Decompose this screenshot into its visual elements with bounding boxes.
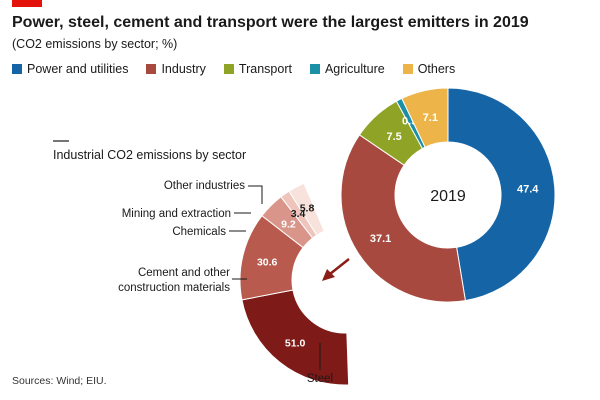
industry-value-label: 9.2 xyxy=(281,218,296,230)
legend-swatch xyxy=(223,64,234,74)
legend: Power and utilities Industry Transport A… xyxy=(12,62,473,76)
donut-center-label: 2019 xyxy=(430,188,466,205)
industry-value-label: 5.8 xyxy=(300,202,315,214)
legend-label: Industry xyxy=(161,62,206,76)
donut-slice xyxy=(401,87,449,148)
donut-value-label: 47.4 xyxy=(517,183,539,195)
leader-line xyxy=(248,185,263,204)
category-label-cement: Cement and other construction materials xyxy=(118,267,230,294)
legend-item-transport: Transport xyxy=(223,62,292,76)
donut-slice xyxy=(340,134,466,303)
legend-label: Power and utilities xyxy=(27,62,129,76)
donut-slice xyxy=(447,87,556,302)
industry-value-label: 51.0 xyxy=(285,338,306,350)
legend-label: Agriculture xyxy=(324,62,385,76)
subchart-title: Industrial CO2 emissions by sector xyxy=(53,148,246,162)
legend-item-others: Others xyxy=(402,62,456,76)
industry-slice xyxy=(288,182,325,236)
legend-label: Others xyxy=(417,62,456,76)
legend-swatch xyxy=(402,64,413,74)
legend-item-power: Power and utilities xyxy=(12,62,128,76)
legend-item-agriculture: Agriculture xyxy=(309,62,385,76)
industry-value-label: 3.4 xyxy=(291,208,306,220)
category-label-other: Other industries xyxy=(164,180,245,192)
legend-swatch xyxy=(12,64,22,74)
donut-value-label: 37.1 xyxy=(370,233,391,245)
category-label-mining: Mining and extraction xyxy=(122,208,231,220)
chart-title: Power, steel, cement and transport were … xyxy=(12,14,529,31)
brand-bar xyxy=(12,0,42,7)
source-note: Sources: Wind; EIU. xyxy=(12,375,107,387)
arrow-head xyxy=(322,269,335,281)
legend-swatch xyxy=(309,64,320,74)
industry-slice xyxy=(241,289,350,386)
industry-value-label: 30.6 xyxy=(257,256,278,268)
donut-value-label: 7.1 xyxy=(423,112,438,124)
legend-label: Transport xyxy=(238,62,292,76)
legend-swatch xyxy=(146,64,157,74)
category-label-steel: Steel xyxy=(307,373,333,385)
category-label-chemicals: Chemicals xyxy=(172,226,226,238)
legend-item-industry: Industry xyxy=(146,62,206,76)
donut-value-label: 7.5 xyxy=(387,131,402,143)
arrow-shaft xyxy=(329,258,350,275)
chart-subtitle: (CO2 emissions by sector; %) xyxy=(12,37,178,51)
